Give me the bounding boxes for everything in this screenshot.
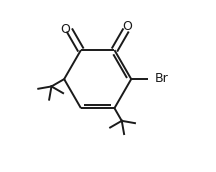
Text: O: O (60, 23, 70, 36)
Text: O: O (122, 20, 132, 33)
Text: Br: Br (155, 72, 169, 85)
